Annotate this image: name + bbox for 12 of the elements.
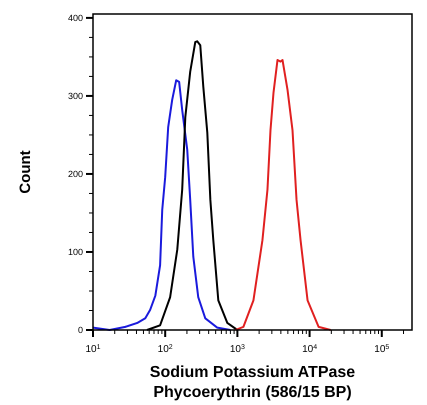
y-axis-title: Count (17, 150, 34, 194)
x-tick-label: 10$^{5}$ (374, 344, 390, 355)
y-tick-label: 0 (78, 325, 83, 336)
y-tick-label: 300 (68, 91, 83, 102)
x-tick-label: 10$^{3}$ (230, 344, 245, 355)
y-tick-label: 200 (68, 169, 83, 180)
y-tick-label: 100 (68, 247, 83, 258)
x-tick-label: 10$^{1}$ (85, 344, 101, 355)
x-axis-title: Sodium Potassium ATPase Phycoerythrin (586/15 BP) (150, 364, 356, 401)
y-tick-label: 400 (68, 13, 83, 24)
x-tick-label: 10$^{2}$ (158, 344, 173, 355)
x-tick-label: 10$^{4}$ (302, 344, 318, 355)
